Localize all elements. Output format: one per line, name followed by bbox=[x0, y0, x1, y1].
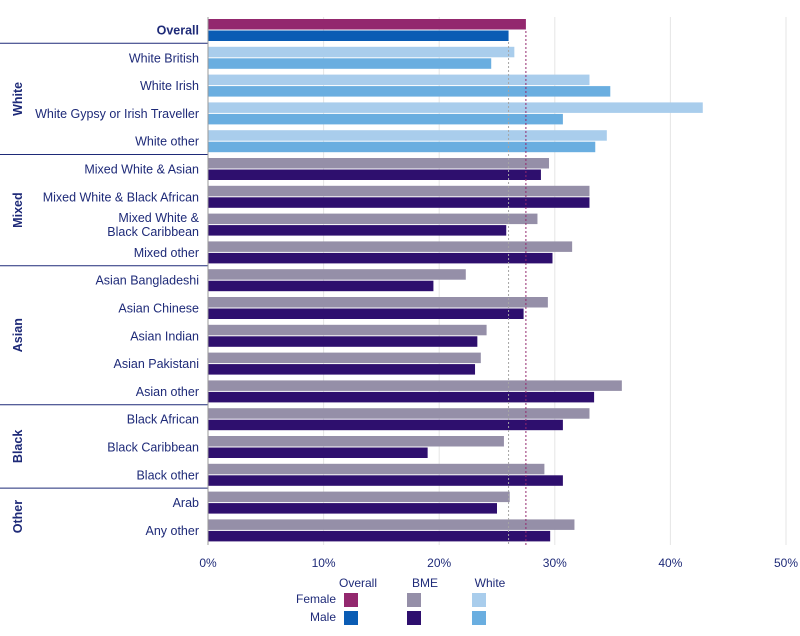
category-label: White British bbox=[129, 51, 199, 65]
bar-male bbox=[208, 58, 492, 69]
group-label: Black bbox=[11, 430, 25, 463]
category-label: Asian Indian bbox=[130, 329, 199, 343]
bar-male bbox=[208, 447, 428, 458]
x-tick-label: 0% bbox=[199, 556, 217, 570]
bar-female bbox=[208, 130, 607, 141]
category-label: White Gypsy or Irish Traveller bbox=[35, 107, 199, 121]
bar-male bbox=[208, 336, 478, 347]
x-tick-label: 10% bbox=[312, 556, 336, 570]
bar-female bbox=[208, 158, 550, 169]
bar-female bbox=[208, 102, 703, 113]
bar-male bbox=[208, 141, 596, 153]
legend-row-label: Male bbox=[310, 610, 336, 624]
category-label: Black other bbox=[136, 468, 199, 482]
bar-female bbox=[208, 408, 590, 419]
bar-male bbox=[208, 419, 563, 431]
bar-male bbox=[208, 280, 434, 292]
legend-swatch bbox=[407, 611, 421, 625]
x-tick-label: 30% bbox=[543, 556, 567, 570]
legend-row-label: Female bbox=[296, 592, 336, 606]
legend-column-header: White bbox=[475, 576, 506, 590]
group-label: White bbox=[11, 82, 25, 116]
bar-female bbox=[208, 241, 573, 252]
category-label: Overall bbox=[157, 24, 199, 38]
bar-female bbox=[208, 74, 590, 86]
bar-female bbox=[208, 463, 545, 475]
group-label: Mixed bbox=[11, 192, 25, 227]
category-label: Mixed White & Asian bbox=[84, 163, 199, 177]
x-tick-label: 20% bbox=[427, 556, 451, 570]
bar-male bbox=[208, 225, 507, 236]
x-tick-label: 40% bbox=[658, 556, 682, 570]
bar-male bbox=[208, 308, 524, 319]
bar-female bbox=[208, 436, 504, 447]
legend-swatch bbox=[407, 593, 421, 607]
bar-female bbox=[208, 324, 487, 336]
category-label: Mixed White & bbox=[118, 211, 199, 225]
category-label: Black Caribbean bbox=[107, 441, 199, 455]
category-label: Asian Pakistani bbox=[114, 357, 199, 371]
category-label: Black Caribbean bbox=[107, 225, 199, 239]
bar-female bbox=[208, 352, 481, 364]
bar-female bbox=[208, 297, 548, 308]
legend-swatch bbox=[472, 611, 486, 625]
bar-female bbox=[208, 46, 515, 58]
bar-female bbox=[208, 380, 622, 391]
category-label: White Irish bbox=[140, 79, 199, 93]
legend-swatch bbox=[344, 593, 358, 607]
legend-swatch bbox=[472, 593, 486, 607]
bar-male bbox=[208, 86, 611, 97]
category-label: Arab bbox=[173, 496, 199, 510]
category-label: Any other bbox=[145, 524, 199, 538]
bar-male bbox=[208, 530, 551, 542]
legend-column-header: Overall bbox=[339, 576, 377, 590]
bar-male bbox=[208, 113, 563, 125]
legend-column-header: BME bbox=[412, 576, 438, 590]
category-label: Asian other bbox=[136, 385, 199, 399]
bar-female bbox=[208, 269, 466, 280]
category-label: Asian Chinese bbox=[118, 302, 199, 316]
x-tick-label: 50% bbox=[774, 556, 798, 570]
legend-swatch bbox=[344, 611, 358, 625]
bar-male bbox=[208, 252, 553, 264]
bar-female bbox=[208, 213, 538, 225]
bar-female bbox=[208, 19, 526, 30]
bar-male bbox=[208, 30, 509, 41]
bar-male bbox=[208, 391, 595, 403]
group-label: Other bbox=[11, 500, 25, 533]
bar-female bbox=[208, 491, 510, 503]
category-label: Mixed other bbox=[134, 246, 199, 260]
bar-male bbox=[208, 364, 476, 375]
bar-male bbox=[208, 169, 541, 180]
bar-male bbox=[208, 197, 590, 208]
bar-male bbox=[208, 475, 563, 486]
group-label: Asian bbox=[11, 318, 25, 352]
category-label: Mixed White & Black African bbox=[43, 190, 199, 204]
bar-male bbox=[208, 503, 497, 514]
bar-female bbox=[208, 185, 590, 197]
category-label: Black African bbox=[127, 413, 199, 427]
category-label: White other bbox=[135, 135, 199, 149]
bar-female bbox=[208, 519, 575, 530]
category-label: Asian Bangladeshi bbox=[95, 274, 199, 288]
